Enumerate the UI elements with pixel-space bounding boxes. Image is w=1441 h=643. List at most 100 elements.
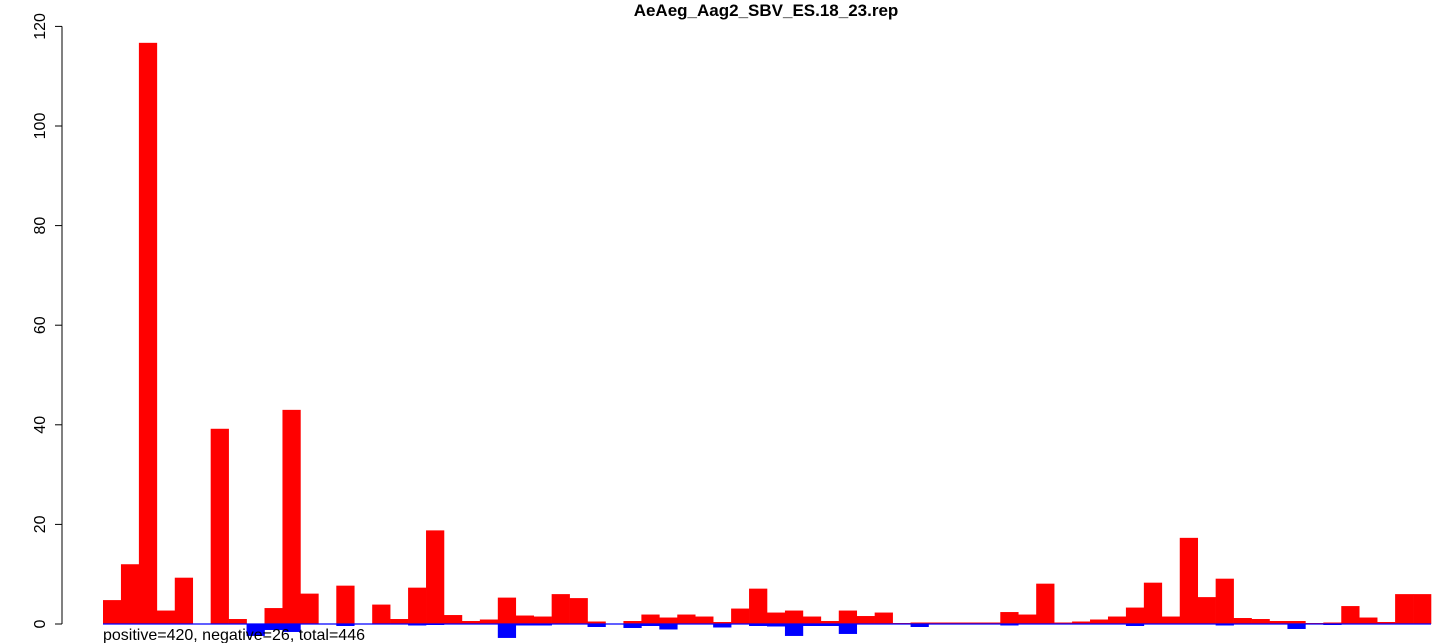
negative-bar	[1215, 624, 1234, 626]
positive-bar	[1036, 583, 1055, 624]
positive-bar	[120, 564, 140, 624]
positive-bar	[946, 622, 965, 624]
positive-bar	[964, 622, 983, 624]
positive-bar	[336, 585, 355, 624]
positive-bar	[910, 622, 929, 624]
positive-bar	[1251, 619, 1270, 624]
positive-bar	[390, 619, 409, 624]
positive-bar	[713, 622, 732, 624]
positive-bar	[677, 614, 696, 624]
positive-bar	[1413, 594, 1432, 624]
positive-bar	[856, 616, 875, 624]
positive-bar	[479, 619, 499, 624]
positive-bar	[695, 616, 714, 624]
positive-bar	[1287, 621, 1306, 624]
negative-bar	[587, 624, 606, 627]
positive-bar	[103, 600, 122, 624]
positive-bar	[749, 588, 768, 624]
negative-bar	[515, 624, 535, 626]
negative-bar	[408, 624, 427, 626]
positive-bar	[1000, 612, 1019, 624]
negative-bar	[1125, 624, 1145, 626]
positive-bar	[1107, 616, 1127, 624]
positive-bar	[587, 621, 606, 624]
positive-bar	[426, 530, 445, 624]
positive-bar	[372, 604, 391, 624]
positive-bar	[1395, 594, 1414, 624]
negative-bar	[910, 624, 929, 627]
positive-bar	[1179, 537, 1199, 624]
negative-bar	[713, 624, 732, 628]
positive-bar	[1090, 619, 1109, 624]
positive-bar	[641, 614, 660, 624]
positive-bar	[802, 616, 822, 624]
positive-bar	[408, 587, 427, 624]
positive-bar	[443, 615, 463, 624]
positive-bar	[1215, 578, 1234, 624]
y-tick-label: 20	[32, 515, 49, 533]
positive-bar	[174, 577, 194, 624]
count-summary: positive=420, negative=26, total=446	[103, 627, 365, 643]
positive-bar	[659, 617, 678, 624]
positive-bar	[1323, 622, 1342, 624]
negative-bars	[246, 624, 1342, 638]
positive-bar	[1341, 606, 1360, 624]
negative-bar	[1287, 624, 1306, 629]
positive-bar	[300, 593, 319, 624]
positive-bars	[103, 42, 1432, 624]
y-tick-label: 100	[32, 113, 49, 140]
negative-bar	[838, 624, 858, 634]
positive-bar	[1143, 582, 1163, 624]
y-tick-label: 40	[32, 416, 49, 434]
negative-bar	[1000, 624, 1019, 626]
positive-bar	[138, 42, 158, 624]
positive-bar	[731, 608, 750, 624]
y-tick-label: 80	[32, 217, 49, 235]
positive-bar	[1161, 616, 1181, 624]
positive-bar	[1359, 617, 1378, 624]
positive-bar	[1269, 621, 1288, 624]
y-tick-label: 0	[32, 619, 49, 628]
chart-title: AeAeg_Aag2_SBV_ES.18_23.rep	[634, 1, 899, 20]
negative-bar	[623, 624, 642, 628]
negative-bar	[246, 624, 265, 636]
positive-bar	[497, 597, 517, 624]
positive-bar	[533, 616, 552, 624]
positive-bar	[1377, 622, 1396, 624]
positive-bar	[1018, 614, 1037, 624]
negative-bar	[820, 624, 840, 626]
positive-bar	[210, 428, 229, 624]
positive-bar	[928, 622, 947, 624]
positive-bar	[156, 610, 176, 624]
negative-bar	[749, 624, 768, 626]
y-tick-label: 120	[32, 13, 49, 40]
positive-bar	[767, 612, 786, 624]
positive-bar	[569, 598, 588, 624]
positive-bar	[515, 615, 535, 624]
positive-bar	[282, 409, 301, 624]
negative-bar	[659, 624, 678, 630]
positive-bar	[838, 610, 858, 624]
y-tick-label: 60	[32, 316, 49, 334]
positive-bar	[1072, 621, 1091, 624]
negative-bar	[533, 624, 552, 626]
positive-bar	[623, 621, 642, 624]
positive-bar	[228, 619, 247, 624]
positive-bar	[1197, 597, 1216, 624]
positive-bar	[982, 622, 1001, 624]
positive-bar	[1125, 607, 1145, 624]
y-axis: 0 20 40 60 80 100 120	[32, 13, 63, 628]
positive-bar	[461, 621, 481, 624]
positive-bar	[874, 612, 893, 624]
positive-bar	[551, 594, 570, 624]
negative-bar	[784, 624, 804, 636]
negative-bar	[767, 624, 786, 627]
negative-bar	[497, 624, 517, 638]
positive-bar	[1054, 622, 1073, 624]
positive-bar	[1233, 618, 1252, 624]
positive-bar	[820, 621, 840, 624]
negative-bar	[802, 624, 822, 626]
negative-bar	[641, 624, 660, 626]
positive-bar	[264, 608, 283, 624]
